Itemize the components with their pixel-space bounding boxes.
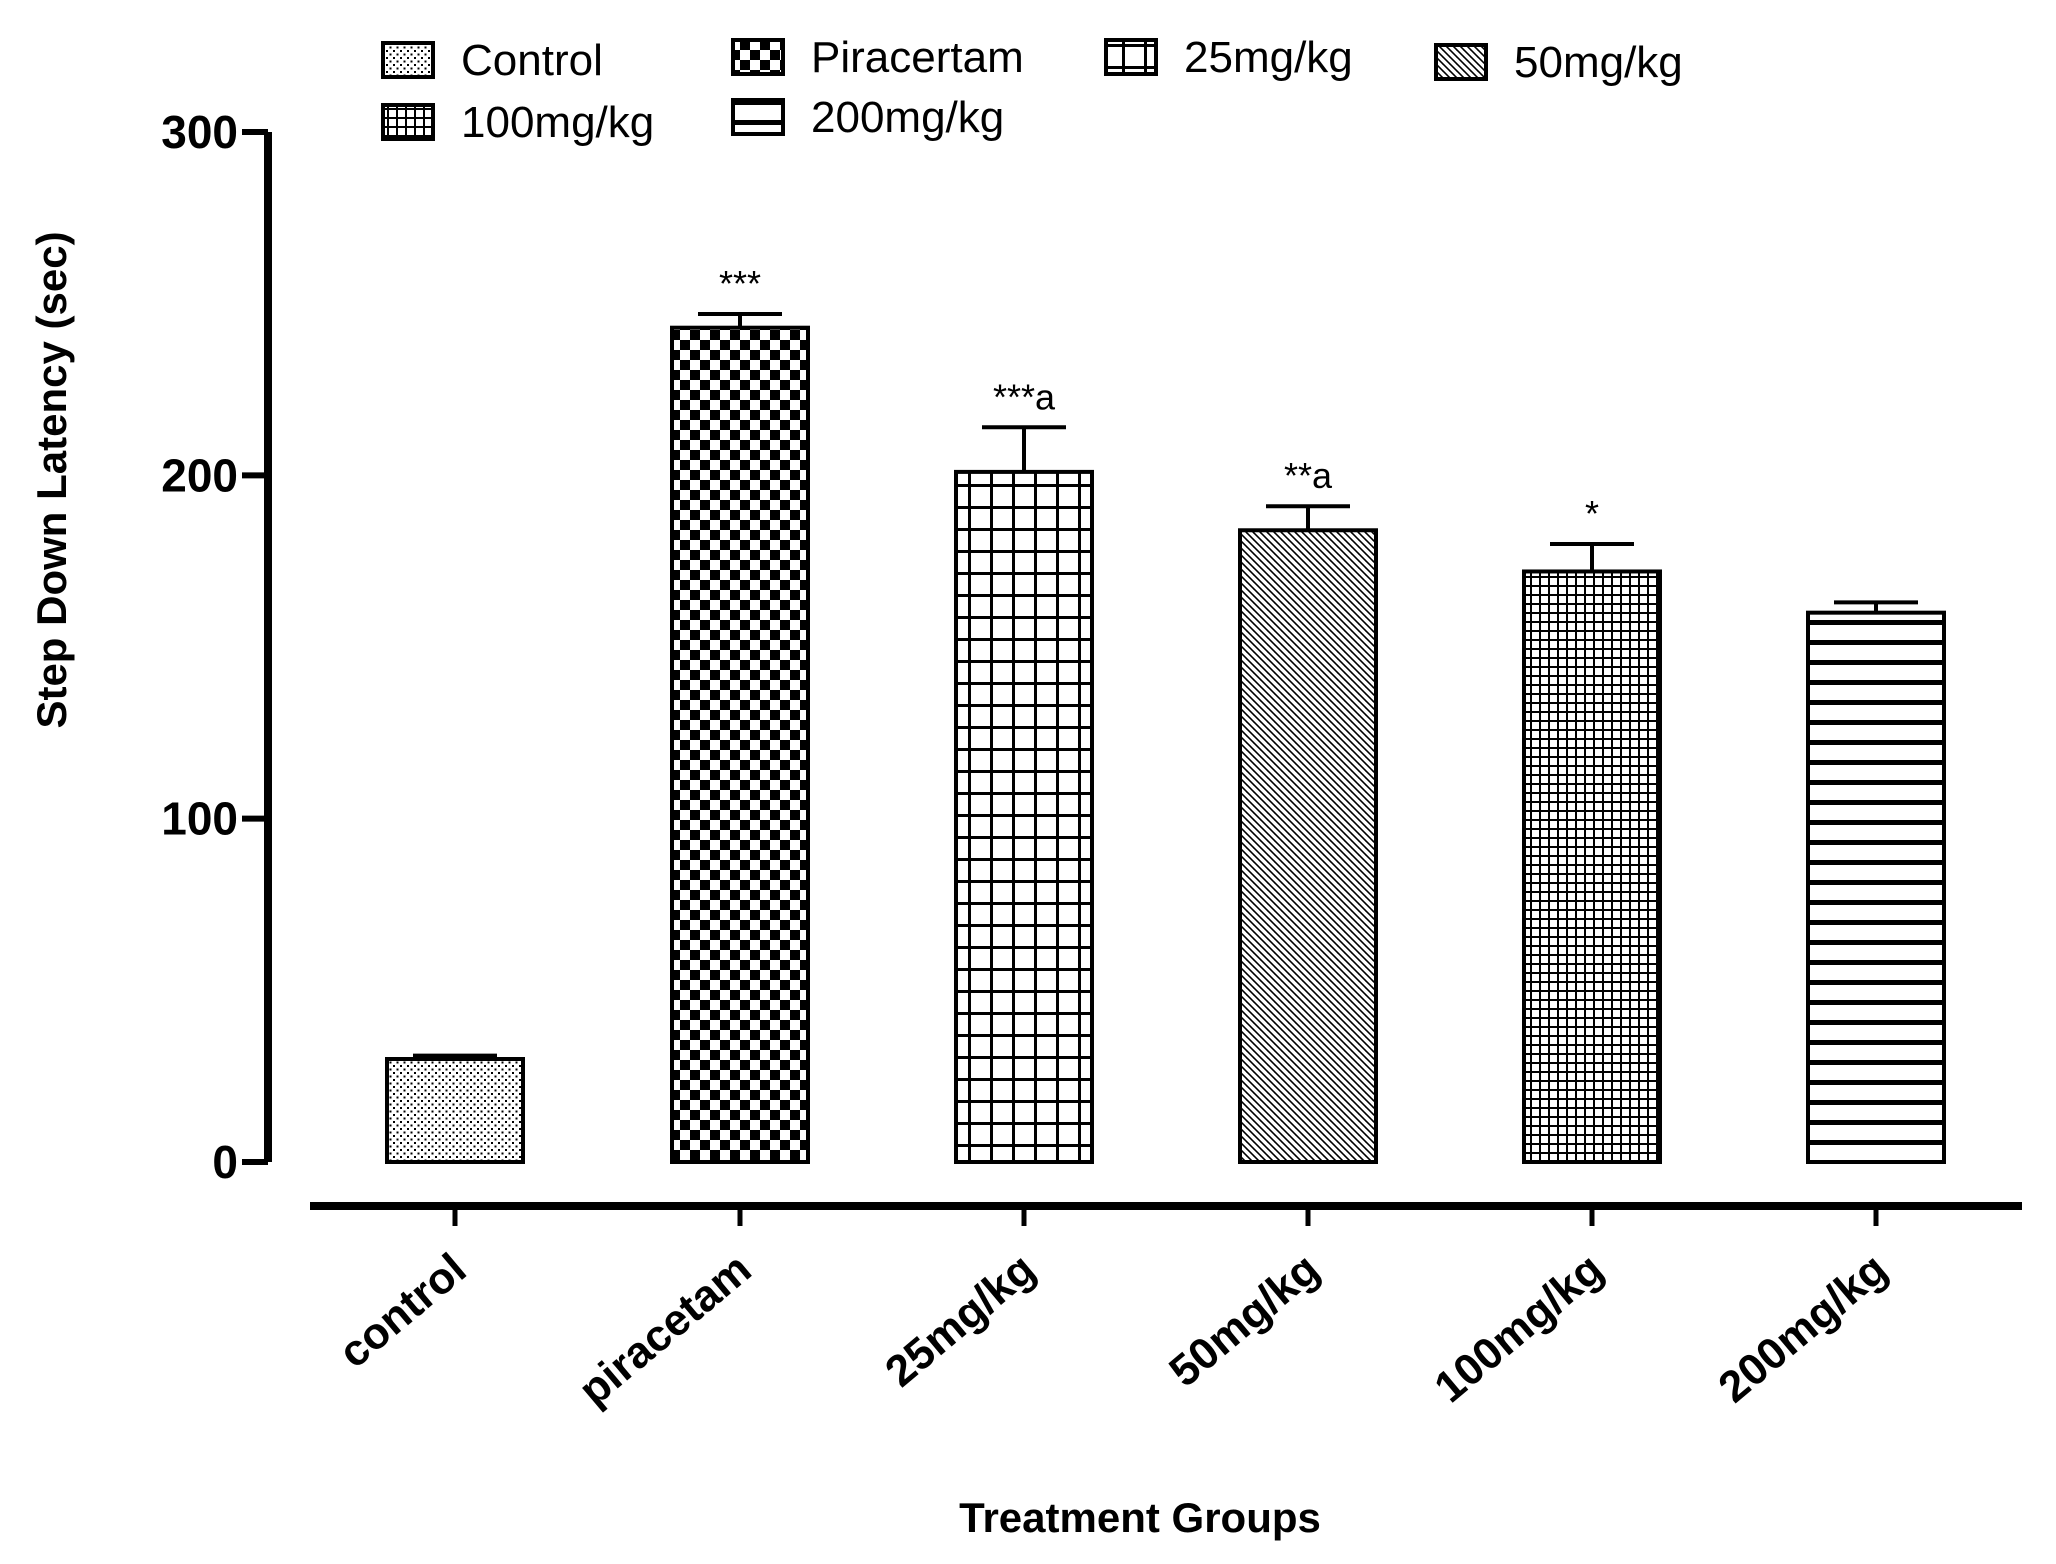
x-tick-label: piracetam: [570, 1244, 761, 1415]
y-axis: 0 100 200 300: [161, 106, 272, 1188]
significance-label: ***a: [993, 376, 1056, 417]
legend: Control Piracertam 25mg/kg 50mg/kg 100mg/kg 2…: [381, 33, 1683, 147]
bar: [1806, 610, 1946, 1164]
x-tick-label: control: [330, 1244, 476, 1377]
y-tick-label: 300: [161, 106, 238, 158]
legend-swatch: [731, 98, 785, 136]
legend-swatch: [1434, 43, 1488, 81]
y-tick-label: 0: [212, 1136, 238, 1188]
legend-entry: Piracertam: [731, 33, 1024, 82]
legend-swatch: [381, 103, 435, 141]
legend-label: Piracertam: [811, 33, 1024, 82]
legend-label: Control: [461, 36, 603, 85]
legend-label: 100mg/kg: [461, 98, 654, 147]
x-tick-label: 100mg/kg: [1425, 1244, 1612, 1412]
bar: [670, 325, 810, 1164]
bar: [385, 1057, 525, 1164]
legend-entry: Control: [381, 36, 603, 85]
x-tick-label: 200mg/kg: [1709, 1244, 1896, 1412]
y-axis-title: Step Down Latency (sec): [28, 231, 75, 728]
x-tick-label: 25mg/kg: [876, 1244, 1044, 1396]
legend-label: 25mg/kg: [1184, 33, 1353, 82]
bar: [1522, 569, 1662, 1164]
legend-label: 50mg/kg: [1514, 38, 1683, 87]
y-tick-label: 100: [161, 793, 238, 845]
legend-label: 200mg/kg: [811, 93, 1004, 142]
legend-swatch: [1104, 38, 1158, 76]
x-axis: control piracetam 25mg/kg 50mg/kg 100mg/kg 20…: [310, 1202, 2022, 1415]
y-tick-label: 200: [161, 449, 238, 501]
bars: *** ***a **a *: [385, 263, 1946, 1164]
legend-entry: 200mg/kg: [731, 93, 1004, 142]
legend-entry: 25mg/kg: [1104, 33, 1353, 82]
bar: [954, 469, 1094, 1164]
x-axis-title: Treatment Groups: [959, 1494, 1321, 1541]
significance-label: *: [1585, 493, 1599, 534]
significance-label: **a: [1284, 455, 1333, 496]
legend-swatch: [381, 41, 435, 79]
legend-entry: 50mg/kg: [1434, 38, 1683, 87]
legend-entry: 100mg/kg: [381, 98, 654, 147]
significance-label: ***: [719, 263, 761, 304]
x-tick-label: 50mg/kg: [1160, 1244, 1328, 1396]
bar: [1238, 528, 1378, 1164]
legend-swatch: [731, 38, 785, 76]
